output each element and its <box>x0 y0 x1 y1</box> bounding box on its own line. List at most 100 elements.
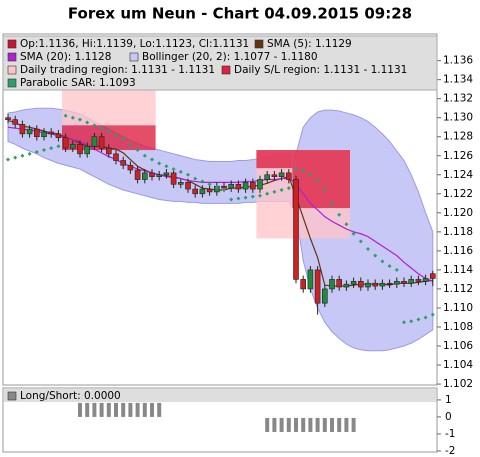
candle-body <box>271 174 278 177</box>
long-short-bar <box>308 417 313 432</box>
candle-body <box>170 172 177 185</box>
candle-body <box>372 282 379 287</box>
candle-body <box>379 282 386 287</box>
long-short-bar <box>322 417 327 432</box>
candle-body <box>415 279 422 282</box>
sar-dot <box>121 136 126 141</box>
sar-dot <box>387 264 392 269</box>
legend-swatch <box>7 52 17 62</box>
sar-dot <box>178 169 183 174</box>
sar-dot <box>193 176 198 181</box>
sar-dot <box>13 155 18 160</box>
sar-dot <box>394 267 399 272</box>
candle-body <box>178 182 184 185</box>
candle-body <box>393 281 400 285</box>
candle-body <box>321 288 328 304</box>
sar-dot <box>344 222 349 227</box>
sar-dot <box>294 167 298 172</box>
candle-body <box>98 136 105 149</box>
sar-dot <box>402 320 406 325</box>
long-short-bar <box>114 402 118 417</box>
sar-dot <box>243 195 248 200</box>
y-tick-label: 1.126 <box>443 150 473 162</box>
candle-body <box>228 183 234 189</box>
legend-label: Daily S/L region: 1.1131 - 1.1131 <box>234 64 407 76</box>
candle-body <box>206 188 213 193</box>
sar-dot <box>430 312 435 317</box>
sar-dot <box>106 129 111 134</box>
sar-dot <box>315 178 320 183</box>
candle-body <box>199 188 206 195</box>
legend-label: Parabolic SAR: 1.1093 <box>20 77 136 89</box>
legend-label: Op:1.1136, Hi:1.1139, Lo:1.1123, Cl:1.11… <box>20 38 249 50</box>
long-short-bar <box>128 402 133 417</box>
y-tick-label: 1.110 <box>443 302 473 314</box>
candle-body <box>408 279 415 284</box>
candle-body <box>26 128 33 135</box>
sar-dot <box>236 196 241 201</box>
candle-body <box>91 136 98 147</box>
sar-dot <box>20 153 25 158</box>
y-tick-label: 1.134 <box>443 74 473 86</box>
candle-body <box>278 172 285 177</box>
chart-title: Forex um Neun - Chart 04.09.2015 09:28 <box>68 5 412 23</box>
long-short-bar <box>121 402 126 417</box>
candle-body <box>156 174 162 177</box>
candle-body <box>48 131 55 135</box>
long-short-bar <box>286 417 291 432</box>
sar-dot <box>42 148 46 153</box>
sar-dot <box>150 157 154 162</box>
sar-dot <box>272 189 277 194</box>
legend-swatch <box>221 65 231 75</box>
candle-body <box>250 182 256 190</box>
sar-dot <box>27 151 32 156</box>
legend-swatch <box>7 78 17 88</box>
sar-dot <box>250 194 255 199</box>
candle-body <box>19 124 26 135</box>
legend-swatch <box>129 52 139 62</box>
sar-dot <box>135 148 140 153</box>
sar-dot <box>70 115 75 120</box>
long-short-bar <box>78 402 82 417</box>
candle-body <box>185 182 191 190</box>
sar-dot <box>49 146 54 151</box>
legend-label: SMA (20): 1.1128 <box>20 51 111 63</box>
sar-dot <box>92 123 97 128</box>
long-short-bar <box>85 402 90 417</box>
candle-body <box>293 179 299 280</box>
candle-body <box>401 281 407 284</box>
sar-dot <box>380 259 385 264</box>
legend-swatch <box>7 39 17 49</box>
sar-dot <box>114 132 118 137</box>
candle-body <box>329 279 335 290</box>
sar-dot <box>265 191 270 196</box>
legend-box <box>2 35 438 91</box>
y-tick-label: 1.136 <box>443 55 473 67</box>
candle-body <box>106 147 112 155</box>
y-tick-label: 1.130 <box>443 112 473 124</box>
sar-dot <box>301 168 306 173</box>
sar-dot <box>279 188 284 192</box>
long-short-bar <box>330 417 334 432</box>
long-short-bar <box>142 402 147 417</box>
long-short-bar <box>337 417 342 432</box>
y-tick-label: 1.112 <box>443 283 473 295</box>
candle-body <box>422 278 429 282</box>
long-short-bar <box>135 402 140 417</box>
sar-dot <box>142 153 147 158</box>
y-tick-label: 1.102 <box>443 378 473 390</box>
candle-body <box>149 172 155 177</box>
sar-dot <box>409 319 414 324</box>
sar-dot <box>322 187 327 192</box>
long-short-bar <box>99 402 104 417</box>
sar-dot <box>200 179 205 184</box>
y-tick-label: 1.132 <box>443 93 473 105</box>
candle-body <box>429 273 436 279</box>
sar-dot <box>63 113 68 118</box>
lower-legend-box <box>4 389 436 402</box>
long-short-bar <box>106 402 111 417</box>
y-tick-label: 1.124 <box>443 169 473 181</box>
y-tick-label: -1 <box>445 428 455 440</box>
sar-dot <box>99 126 104 131</box>
y-tick-label: 1.108 <box>443 321 473 333</box>
